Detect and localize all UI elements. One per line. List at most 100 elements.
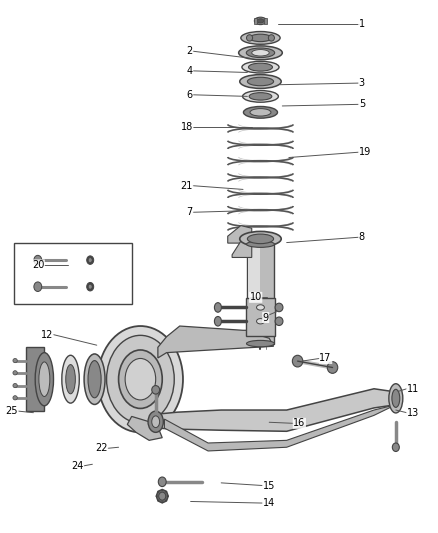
Ellipse shape	[268, 35, 275, 41]
Text: 16: 16	[293, 418, 305, 429]
Ellipse shape	[242, 61, 279, 73]
Text: 4: 4	[187, 66, 193, 76]
Ellipse shape	[13, 383, 17, 387]
Ellipse shape	[215, 317, 221, 326]
Ellipse shape	[240, 75, 281, 88]
Ellipse shape	[34, 255, 42, 265]
Ellipse shape	[13, 370, 17, 375]
Ellipse shape	[35, 353, 53, 406]
Bar	[264, 18, 267, 24]
Text: 1: 1	[359, 19, 365, 29]
Text: 24: 24	[71, 461, 84, 471]
Text: 10: 10	[250, 292, 262, 302]
Ellipse shape	[247, 241, 275, 247]
Ellipse shape	[88, 361, 101, 398]
Text: 19: 19	[359, 147, 371, 157]
Ellipse shape	[157, 490, 159, 492]
Bar	[26, 348, 44, 411]
Ellipse shape	[252, 50, 269, 56]
Text: 6: 6	[187, 90, 193, 100]
Ellipse shape	[215, 303, 221, 312]
Bar	[254, 18, 257, 24]
Text: 21: 21	[180, 181, 193, 191]
Ellipse shape	[98, 326, 183, 432]
Text: 25: 25	[6, 406, 18, 416]
Ellipse shape	[155, 495, 158, 497]
Ellipse shape	[241, 31, 280, 44]
Ellipse shape	[66, 365, 75, 394]
Text: 7: 7	[187, 207, 193, 217]
Ellipse shape	[389, 384, 403, 413]
Ellipse shape	[250, 109, 271, 116]
Ellipse shape	[87, 282, 94, 291]
Ellipse shape	[165, 490, 167, 492]
Ellipse shape	[34, 282, 42, 292]
Ellipse shape	[244, 107, 278, 118]
Ellipse shape	[247, 35, 253, 41]
Bar	[247, 244, 275, 344]
Ellipse shape	[292, 356, 303, 367]
Text: 2: 2	[187, 46, 193, 56]
Ellipse shape	[39, 362, 50, 397]
Ellipse shape	[13, 359, 17, 363]
Text: 17: 17	[319, 353, 332, 364]
Ellipse shape	[156, 490, 168, 503]
Ellipse shape	[165, 499, 167, 502]
Ellipse shape	[88, 284, 92, 289]
Ellipse shape	[327, 362, 338, 373]
Polygon shape	[228, 225, 252, 243]
Polygon shape	[164, 405, 396, 451]
Ellipse shape	[157, 499, 159, 502]
Ellipse shape	[239, 46, 283, 60]
Text: 18: 18	[180, 122, 193, 132]
Text: 20: 20	[32, 260, 44, 270]
Text: 3: 3	[359, 78, 365, 88]
Ellipse shape	[254, 17, 267, 25]
Ellipse shape	[249, 93, 272, 100]
Ellipse shape	[148, 411, 163, 432]
Text: 12: 12	[41, 329, 53, 340]
Ellipse shape	[247, 234, 274, 244]
Ellipse shape	[257, 319, 265, 324]
Text: 15: 15	[263, 481, 275, 490]
Ellipse shape	[392, 389, 400, 407]
Ellipse shape	[152, 385, 159, 394]
Ellipse shape	[247, 341, 275, 347]
Text: 22: 22	[95, 443, 108, 453]
Ellipse shape	[125, 359, 155, 400]
Ellipse shape	[152, 416, 159, 427]
Ellipse shape	[247, 77, 274, 86]
Text: 9: 9	[263, 312, 269, 322]
Ellipse shape	[159, 492, 166, 500]
Bar	[248, 244, 261, 344]
Ellipse shape	[119, 350, 162, 408]
Ellipse shape	[13, 395, 17, 400]
Ellipse shape	[240, 231, 281, 246]
Ellipse shape	[158, 477, 166, 487]
Ellipse shape	[246, 48, 275, 58]
Ellipse shape	[248, 63, 272, 71]
Ellipse shape	[62, 356, 79, 403]
Ellipse shape	[257, 305, 265, 310]
Ellipse shape	[88, 258, 92, 263]
Ellipse shape	[161, 489, 163, 491]
Ellipse shape	[243, 91, 279, 102]
Polygon shape	[232, 236, 252, 257]
Ellipse shape	[250, 34, 272, 42]
Polygon shape	[127, 416, 162, 440]
Ellipse shape	[161, 502, 163, 504]
Ellipse shape	[87, 256, 94, 264]
Ellipse shape	[275, 317, 283, 326]
Polygon shape	[158, 326, 274, 358]
Bar	[14, 243, 132, 304]
Text: 13: 13	[407, 408, 419, 418]
Ellipse shape	[84, 354, 105, 405]
Text: 8: 8	[359, 232, 365, 243]
Ellipse shape	[167, 495, 169, 497]
Ellipse shape	[392, 443, 399, 451]
Polygon shape	[155, 389, 396, 431]
Bar	[246, 298, 275, 336]
Ellipse shape	[257, 19, 264, 23]
Text: 14: 14	[263, 498, 275, 508]
Text: 5: 5	[359, 99, 365, 109]
